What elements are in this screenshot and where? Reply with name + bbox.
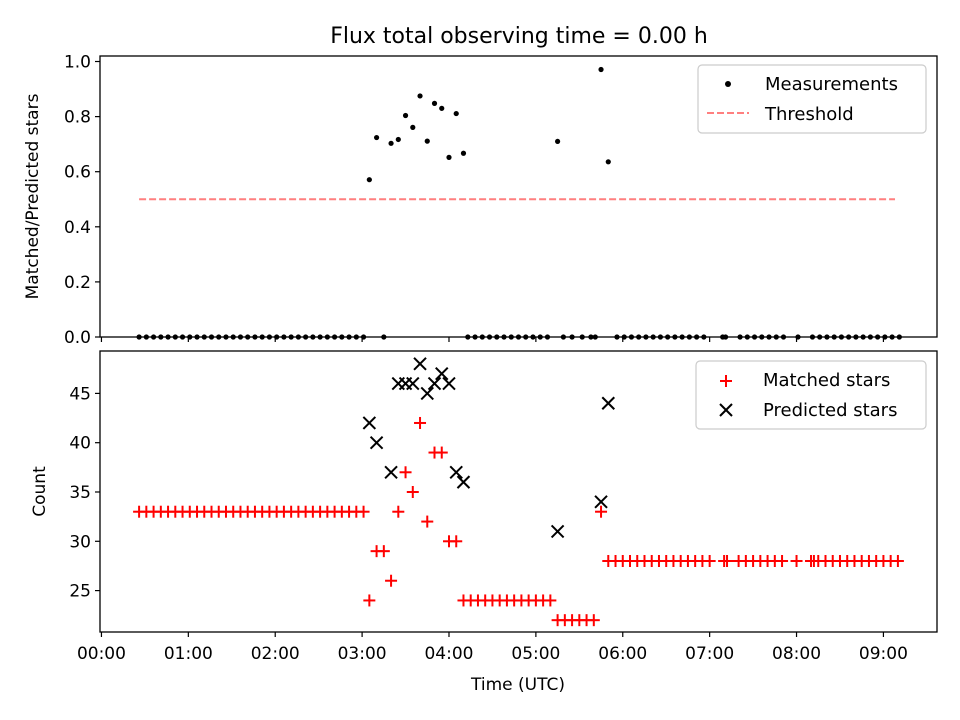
x-tick-label: 01:00 <box>164 644 213 664</box>
legend-matched-label: Matched stars <box>763 370 890 391</box>
measurement-point <box>402 112 409 119</box>
predicted-star-point <box>449 465 463 479</box>
predicted-star-point <box>601 396 615 410</box>
predicted-star-point <box>413 357 427 371</box>
predicted-star-point <box>420 386 434 401</box>
matched-star-point <box>399 466 412 479</box>
x-tick-label: 06:00 <box>598 644 647 664</box>
legend-threshold-label: Threshold <box>764 104 854 125</box>
bottom-y-axis-label: Count <box>30 466 50 517</box>
matched-star-point <box>790 555 803 568</box>
y-tick-label: 1.0 <box>64 53 91 73</box>
measurement-point <box>453 110 459 117</box>
measurement-point <box>605 159 611 165</box>
top-plot-frame <box>99 55 938 338</box>
measurement-point <box>417 93 423 99</box>
measurement-point <box>598 66 604 73</box>
y-tick-label: 0.8 <box>64 108 91 128</box>
x-axis-label: Time (UTC) <box>470 675 565 695</box>
predicted-star-point <box>435 366 449 381</box>
matched-star-point <box>406 485 419 498</box>
predicted-star-point <box>456 475 471 489</box>
bottom-plot: 25 30 35 40 45 00:00 01:00 02:00 03:00 04:00 05:0… <box>30 350 938 695</box>
y-tick-label: 35 <box>69 483 91 503</box>
bottom-legend-box <box>695 360 927 430</box>
matched-star-point <box>377 545 390 558</box>
top-legend: Measurements Threshold <box>697 64 927 134</box>
x-tick-label: 05:00 <box>511 644 560 664</box>
predicted-star-point <box>442 376 456 391</box>
measurement-point <box>388 140 394 146</box>
matched-star-point <box>385 574 398 587</box>
top-plot: 0.0 0.2 0.4 0.6 0.8 1.0 Matched/Predicted sta… <box>23 53 938 348</box>
y-tick-label: 0.2 <box>64 273 91 293</box>
y-tick-label: 45 <box>69 384 91 404</box>
matched-star-point <box>363 594 376 607</box>
legend-matched-marker <box>720 375 732 387</box>
x-tick-label: 07:00 <box>685 644 734 664</box>
legend-predicted-label: Predicted stars <box>763 400 897 421</box>
matched-star-point <box>435 446 448 459</box>
predicted-star-point <box>362 416 377 430</box>
measurement-point <box>446 154 452 160</box>
legend-measurements-label: Measurements <box>765 74 898 95</box>
measurement-point <box>460 150 467 156</box>
top-y-ticks: 0.0 0.2 0.4 0.6 0.8 1.0 <box>64 53 100 348</box>
x-tick-label: 04:00 <box>424 644 473 664</box>
y-tick-label: 0.0 <box>64 328 91 348</box>
matched-star-point <box>891 555 904 568</box>
matched-star-point <box>595 505 608 518</box>
matched-star-point <box>421 515 434 528</box>
x-tick-label: 00:00 <box>77 644 126 664</box>
measurement-point <box>373 134 380 141</box>
figure-title: Flux total observing time = 0.00 h <box>330 24 708 49</box>
x-tick-label: 09:00 <box>859 644 908 664</box>
top-y-axis-label: Matched/Predicted stars <box>23 93 43 299</box>
matched-star-point <box>544 594 557 607</box>
bottom-legend: Matched stars Predicted stars <box>695 360 927 430</box>
y-tick-label: 40 <box>69 434 91 454</box>
predicted-star-point <box>369 435 384 450</box>
y-tick-label: 0.6 <box>64 163 91 183</box>
matched-star-point <box>776 555 789 568</box>
y-tick-label: 0.4 <box>64 218 91 238</box>
matched-star-point <box>414 416 427 429</box>
predicted-star-point <box>594 495 608 509</box>
measurement-point <box>395 136 401 143</box>
top-legend-box <box>697 64 927 134</box>
y-tick-label: 30 <box>69 532 91 552</box>
x-tick-label: 02:00 <box>251 644 300 664</box>
matched-star-point <box>392 505 405 518</box>
predicted-star-point <box>550 524 565 539</box>
matched-star-point <box>357 505 370 518</box>
predicted-star-point <box>406 376 420 391</box>
bottom-y-ticks: 25 30 35 40 45 <box>69 384 100 602</box>
predicted-star-point <box>427 376 442 391</box>
bottom-x-ticks: 00:00 01:00 02:00 03:00 04:00 05:00 06:00 07:00… <box>77 632 908 664</box>
measurement-point <box>439 105 445 111</box>
bottom-plot-marks <box>133 357 904 627</box>
matched-star-point <box>703 555 716 568</box>
measurement-point <box>424 138 430 144</box>
legend-predicted-marker <box>719 403 733 417</box>
matched-star-point <box>721 555 734 568</box>
measurement-point <box>431 100 438 106</box>
measurement-point <box>410 124 416 130</box>
matched-star-point <box>450 535 463 548</box>
matched-star-point <box>587 614 600 627</box>
x-tick-label: 03:00 <box>338 644 387 664</box>
top-x-ticks <box>100 337 885 342</box>
measurement-point <box>554 138 561 145</box>
predicted-star-point <box>384 465 398 479</box>
x-tick-label: 08:00 <box>772 644 821 664</box>
legend-measurements-marker <box>725 81 731 87</box>
measurement-point <box>366 177 372 183</box>
y-tick-label: 25 <box>69 582 91 602</box>
